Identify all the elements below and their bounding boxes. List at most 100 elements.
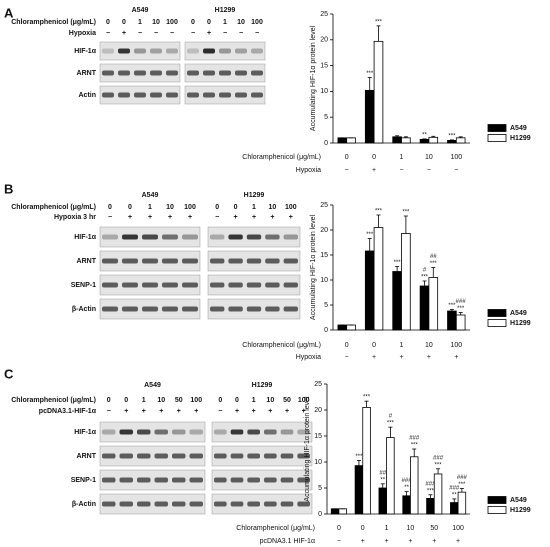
lane-label: +: [270, 214, 274, 221]
blot-band: [203, 48, 215, 54]
blot-band: [247, 477, 260, 483]
band-label: HIF-1α: [74, 234, 97, 241]
blot-band: [251, 92, 263, 98]
x-row-value: +: [408, 538, 412, 545]
x-row-value: −: [399, 167, 403, 174]
bar: [428, 136, 439, 144]
legend-swatch: [487, 134, 507, 142]
lane-label: 10: [166, 204, 174, 211]
row-label: pcDNA3.1-HIF-1α: [39, 408, 97, 415]
blot-band: [119, 477, 133, 483]
significance: ***: [363, 395, 371, 401]
panel-label: C: [4, 366, 14, 381]
x-row-value: +: [385, 538, 389, 545]
blot-band: [214, 429, 227, 435]
lane-label: +: [268, 408, 272, 415]
band-label: β-Actin: [72, 306, 96, 313]
significance: ***: [375, 19, 383, 25]
error-bar: [376, 214, 381, 228]
blot-band: [219, 70, 231, 76]
lane-label: 50: [283, 397, 291, 404]
bar: [373, 40, 384, 144]
x-row-value: +: [432, 538, 436, 545]
x-row-value: +: [399, 354, 403, 361]
x-tick-label: 100: [450, 154, 462, 161]
blot-band: [118, 48, 130, 54]
blot-band: [189, 429, 203, 435]
lane-label: +: [252, 214, 256, 221]
blot-band: [154, 453, 168, 459]
blot-band: [102, 453, 116, 459]
lane-label: −: [106, 30, 110, 37]
bar: [386, 437, 395, 515]
y-tick-label: 15: [320, 62, 328, 69]
significance: #: [423, 268, 427, 274]
significance: ###: [425, 481, 436, 487]
blot-band: [187, 48, 199, 54]
bar: [447, 140, 457, 144]
lane-label: 100: [285, 204, 297, 211]
significance: ***: [421, 275, 429, 281]
x-tick-label: 0: [372, 342, 376, 349]
band-label: HIF-1α: [74, 429, 97, 436]
blot-band: [280, 429, 294, 435]
x-tick-label: 1: [400, 342, 404, 349]
significance: ***: [448, 303, 456, 309]
y-axis-label: Accumulating HIF-1α protein level: [304, 396, 311, 502]
x-row-value: +: [427, 354, 431, 361]
lane-label: 1: [223, 19, 227, 26]
error-bar: [380, 483, 385, 488]
x-row-label: pcDNA3.1 HIF-1α: [260, 538, 315, 545]
blot-band: [230, 429, 244, 435]
significance: ###: [457, 475, 468, 481]
x-tick-label: 10: [407, 525, 415, 532]
legend-label: A549: [510, 125, 527, 132]
x-tick-label: 0: [337, 525, 341, 532]
blot-band: [251, 48, 263, 54]
x-row-label: Hypoxia: [296, 354, 321, 361]
cell-line: A549: [132, 7, 149, 14]
blot-band: [297, 477, 310, 483]
x-row-value: +: [372, 354, 376, 361]
bar: [419, 285, 430, 331]
blot-strip: [99, 445, 206, 467]
band-label: β-Actin: [72, 501, 96, 508]
blot-band: [280, 453, 294, 459]
significance: ***: [387, 421, 395, 427]
cell-line: H1299: [244, 192, 265, 199]
error-bar: [403, 136, 408, 138]
blot-band: [189, 501, 203, 507]
blot-band: [246, 282, 262, 288]
blot-band: [214, 501, 227, 507]
blot-band: [150, 48, 162, 54]
significance: ***: [458, 482, 466, 488]
bar: [364, 250, 375, 331]
lane-label: −: [218, 408, 222, 415]
lane-label: +: [289, 214, 293, 221]
lane-label: −: [215, 214, 219, 221]
blot-band: [264, 429, 277, 435]
significance: **: [404, 485, 409, 491]
blot-band: [210, 258, 225, 264]
lane-label: +: [188, 214, 192, 221]
error-bar: [376, 25, 381, 42]
lane-label: +: [177, 408, 181, 415]
bar: [337, 137, 348, 144]
x-tick-label: 0: [372, 154, 376, 161]
blot-band: [182, 282, 198, 288]
error-bar: [449, 139, 454, 141]
lane-label: +: [194, 408, 198, 415]
blot-band: [154, 429, 168, 435]
lane-label: 0: [124, 397, 128, 404]
significance: ***: [448, 133, 456, 139]
bar: [433, 473, 443, 515]
lane-label: 0: [218, 397, 222, 404]
blot-band: [228, 282, 243, 288]
blot-band: [189, 477, 203, 483]
blot-band: [246, 306, 262, 312]
error-bar: [395, 266, 400, 272]
legend-label: H1299: [510, 135, 531, 142]
x-row-value: +: [454, 354, 458, 361]
error-bar: [422, 138, 427, 140]
error-bar: [395, 135, 400, 137]
